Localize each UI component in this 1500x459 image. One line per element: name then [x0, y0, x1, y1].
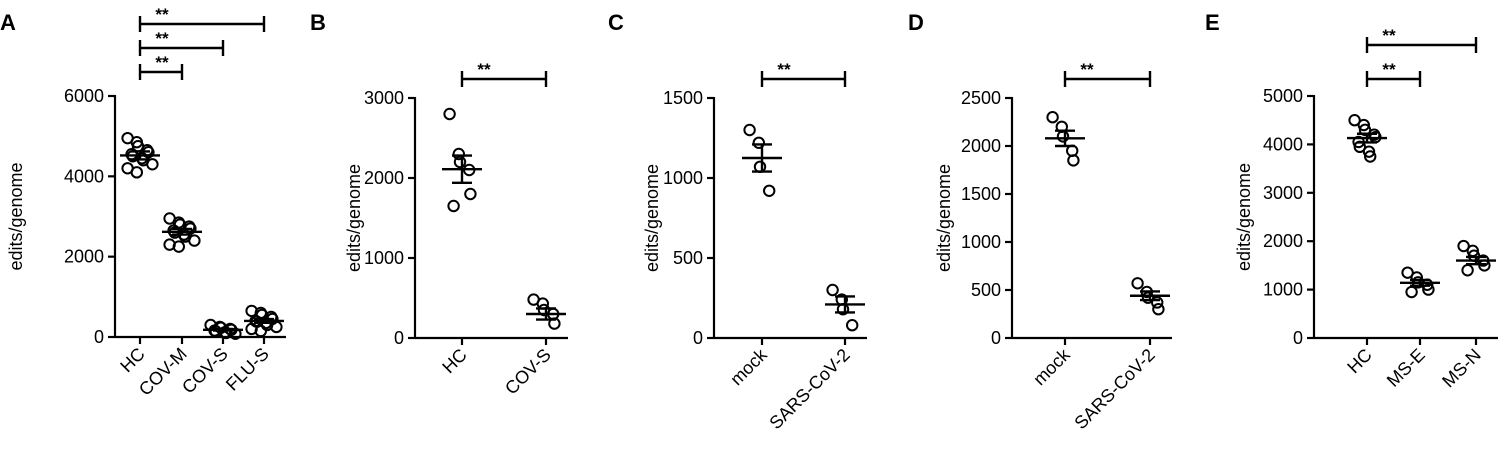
data-point: [188, 234, 201, 247]
data-point: [1457, 239, 1470, 253]
significance-label: **: [777, 60, 791, 79]
panel-letter: B: [310, 10, 326, 35]
data-point: [1364, 150, 1377, 163]
data-point: [1046, 111, 1059, 124]
y-tick-label: 4000: [1263, 134, 1303, 154]
y-tick-label: 0: [693, 328, 703, 348]
y-tick-label: 1000: [1263, 280, 1303, 300]
y-tick-label: 4000: [64, 166, 104, 186]
x-tick-label: MS-N: [1438, 345, 1485, 392]
panel-letter: D: [908, 10, 924, 35]
x-tick-label: mock: [726, 344, 771, 389]
x-tick-label: mock: [1029, 344, 1074, 389]
data-point: [1405, 285, 1418, 299]
data-point: [1067, 154, 1080, 167]
y-tick-label: 500: [971, 280, 1001, 300]
data-point: [447, 199, 460, 213]
data-point: [172, 240, 186, 253]
y-tick-label: 0: [991, 328, 1001, 348]
y-tick-label: 2000: [64, 247, 104, 267]
data-point: [826, 283, 839, 297]
y-axis-label: edits/genome: [642, 164, 662, 272]
y-axis-label: edits/genome: [344, 164, 364, 272]
y-tick-label: 6000: [64, 86, 104, 106]
data-point: [443, 107, 456, 121]
y-tick-label: 3000: [1263, 183, 1303, 203]
data-point: [146, 158, 159, 171]
significance-label: **: [155, 29, 169, 48]
data-point: [464, 187, 477, 201]
data-point: [1461, 264, 1474, 277]
data-point: [1358, 123, 1372, 137]
data-point: [1348, 114, 1361, 127]
y-axis-label: edits/genome: [6, 162, 26, 270]
y-axis-label: edits/genome: [1234, 163, 1254, 271]
y-tick-label: 0: [94, 327, 104, 347]
data-point: [1151, 296, 1164, 309]
panel-letter: A: [0, 10, 16, 35]
data-point: [763, 184, 776, 198]
data-point: [743, 123, 756, 137]
y-tick-label: 1500: [663, 88, 703, 108]
y-tick-label: 3000: [364, 88, 404, 108]
x-tick-label: COV-S: [501, 345, 555, 399]
y-tick-label: 2000: [364, 168, 404, 188]
y-tick-label: 1000: [961, 232, 1001, 252]
data-point: [452, 147, 465, 161]
x-tick-label: SARS-CoV-2: [765, 345, 853, 433]
data-point: [752, 136, 765, 150]
significance-label: **: [1382, 60, 1396, 79]
significance-label: **: [1382, 26, 1396, 45]
data-point: [1401, 266, 1414, 279]
y-tick-label: 1500: [961, 184, 1001, 204]
significance-label: **: [477, 60, 491, 79]
y-tick-label: 0: [394, 328, 404, 348]
panel-letter: E: [1205, 10, 1220, 35]
x-tick-label: HC: [116, 344, 149, 377]
y-tick-label: 1000: [663, 168, 703, 188]
x-tick-label: FLU-S: [222, 344, 273, 395]
x-tick-label: SARS-CoV-2: [1070, 345, 1158, 433]
data-point: [1362, 145, 1376, 158]
significance-label: **: [1080, 60, 1094, 79]
x-tick-label: HC: [1343, 345, 1376, 378]
y-tick-label: 2000: [961, 136, 1001, 156]
y-tick-label: 2500: [961, 88, 1001, 108]
data-point: [1422, 283, 1435, 296]
data-point: [1152, 303, 1165, 316]
y-tick-label: 500: [673, 248, 703, 268]
data-point: [254, 324, 267, 338]
y-tick-label: 0: [1293, 328, 1303, 348]
y-axis-label: edits/genome: [934, 164, 954, 272]
y-tick-label: 2000: [1263, 231, 1303, 251]
data-point: [846, 319, 859, 332]
y-tick-label: 1000: [364, 248, 404, 268]
significance-label: **: [155, 53, 169, 72]
data-point: [130, 166, 144, 179]
x-tick-label: MS-E: [1383, 345, 1429, 391]
significance-label: **: [155, 5, 169, 24]
x-tick-label: COV-M: [135, 344, 191, 400]
x-tick-label: HC: [438, 345, 471, 378]
data-point: [1357, 118, 1371, 132]
x-tick-label: COV-S: [178, 344, 232, 398]
data-point: [1131, 277, 1144, 290]
y-tick-label: 5000: [1263, 86, 1303, 106]
panel-letter: C: [608, 10, 624, 35]
